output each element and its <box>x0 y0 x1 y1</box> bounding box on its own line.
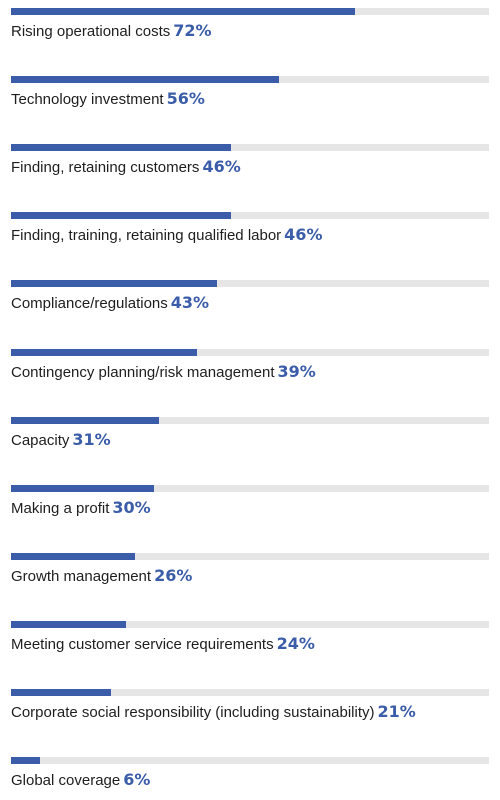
bar <box>11 212 231 220</box>
value-label: 46% <box>284 225 323 245</box>
value-label: 46% <box>202 157 241 177</box>
value-label: 56% <box>166 89 205 109</box>
bar-row: Finding, retaining customers 46% <box>0 144 500 184</box>
bar-track <box>11 280 489 288</box>
bar-track <box>11 76 489 84</box>
bar-label-line: Contingency planning/risk management 39% <box>11 362 316 383</box>
category-label: Technology investment <box>11 91 164 109</box>
value-label: 26% <box>154 565 193 585</box>
bar-track <box>11 689 489 696</box>
bar-label-line: Meeting customer service requirements 24% <box>11 634 315 655</box>
category-label: Capacity <box>11 431 70 449</box>
bar-row: Rising operational costs 72% <box>0 8 500 48</box>
bar-track <box>11 484 489 492</box>
value-label: 21% <box>377 702 416 721</box>
bar-row: Contingency planning/risk management 39% <box>0 348 500 389</box>
category-label: Meeting customer service requirements <box>11 635 274 653</box>
bar-label-line: Capacity 31% <box>11 430 111 451</box>
bar-track <box>11 757 489 765</box>
bar <box>11 76 279 84</box>
bar <box>11 689 112 696</box>
bar-row: Compliance/regulations 43% <box>0 280 500 320</box>
category-label: Global coverage <box>11 772 121 790</box>
bar-label-line: Rising operational costs 72% <box>11 21 212 42</box>
bar-row: Making a profit 30% <box>0 484 500 525</box>
category-label: Growth management <box>11 567 152 585</box>
bar-row: Technology investment 56% <box>0 76 500 116</box>
bar-track <box>11 348 489 356</box>
bar-track <box>11 144 489 152</box>
category-label: Corporate social responsibility (includi… <box>11 704 375 721</box>
bar-track <box>11 8 489 15</box>
bar-label-line: Corporate social responsibility (includi… <box>11 702 416 723</box>
category-label: Finding, training, retaining qualified l… <box>11 227 282 245</box>
category-label: Compliance/regulations <box>11 295 168 313</box>
bar-row: Capacity 31% <box>0 416 500 457</box>
category-label: Contingency planning/risk management <box>11 363 275 381</box>
category-label: Making a profit <box>11 499 110 517</box>
bar-label-line: Finding, retaining customers 46% <box>11 157 241 178</box>
bar <box>11 416 160 424</box>
bar-label-line: Global coverage 6% <box>11 770 150 791</box>
bar <box>11 144 231 152</box>
bar <box>11 484 155 492</box>
bar <box>11 280 217 288</box>
bar-label-line: Growth management 26% <box>11 566 192 587</box>
value-label: 72% <box>173 21 212 40</box>
bar <box>11 620 126 628</box>
bar-label-line: Compliance/regulations 43% <box>11 293 209 314</box>
value-label: 6% <box>123 770 151 790</box>
bar <box>11 348 198 356</box>
bar-track <box>11 212 489 220</box>
bar-track <box>11 552 489 560</box>
bar-track <box>11 620 489 628</box>
value-label: 39% <box>277 361 316 381</box>
bar <box>11 552 136 560</box>
bar-row: Corporate social responsibility (includi… <box>0 689 500 729</box>
value-label: 30% <box>112 497 151 517</box>
bar-row: Finding, training, retaining qualified l… <box>0 212 500 252</box>
category-label: Finding, retaining customers <box>11 159 200 177</box>
category-label: Rising operational costs <box>11 23 171 40</box>
bar-row: Global coverage 6% <box>0 757 500 797</box>
bar-label-line: Technology investment 56% <box>11 89 205 110</box>
value-label: 43% <box>170 293 210 313</box>
bar-row: Growth management 26% <box>0 552 500 593</box>
value-label: 24% <box>276 633 315 653</box>
value-label: 31% <box>72 429 111 449</box>
bar-row: Meeting customer service requirements 24% <box>0 620 500 661</box>
bar <box>11 8 356 15</box>
bar-label-line: Making a profit 30% <box>11 498 151 519</box>
bar-label-line: Finding, training, retaining qualified l… <box>11 225 322 246</box>
bar <box>11 757 40 765</box>
bar-track <box>11 416 489 424</box>
